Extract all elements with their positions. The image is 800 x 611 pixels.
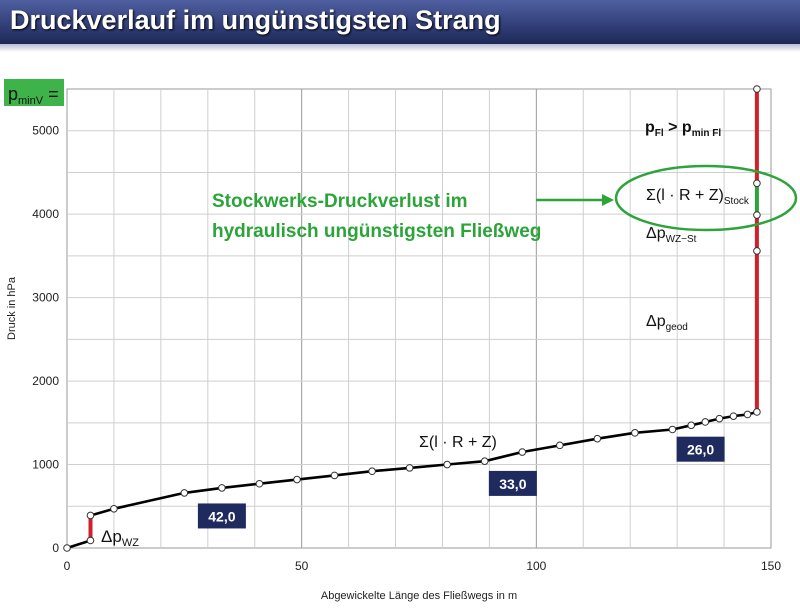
- green-text-line1: Stockwerks-Druckverlust im: [212, 191, 468, 212]
- pmin-label-sub: minV: [18, 95, 44, 107]
- dp-geod-base: Δp: [646, 313, 666, 330]
- y-axis-label: Druck in hPa: [6, 276, 18, 340]
- green-text-line2: hydraulisch ungünstigsten Fließweg: [212, 221, 541, 242]
- x-tick-label: 150: [761, 559, 781, 573]
- dp-wzst-base: Δp: [646, 225, 666, 242]
- data-point: [753, 85, 761, 93]
- segment-length-label: 33,0: [499, 476, 526, 492]
- pfl-label: pFl > pmin Fl: [645, 119, 721, 139]
- dp-geod-label: Δpgeod: [646, 313, 688, 333]
- data-point: [556, 441, 564, 450]
- series-layer: [66, 89, 759, 550]
- y-tick-label: 0: [52, 541, 59, 555]
- green-arrow-head: [602, 194, 614, 206]
- segment-length-box: [197, 503, 246, 529]
- data-point: [368, 467, 376, 476]
- data-point: [668, 425, 677, 434]
- data-point: [330, 471, 339, 480]
- data-point: [593, 434, 602, 443]
- segment-length-box: [488, 470, 537, 496]
- y-tick-label: 3000: [32, 291, 59, 305]
- box-layer: 42,0 33,0 26,0: [197, 436, 725, 529]
- pfl-gt: > p: [664, 119, 692, 136]
- dp-geod-sub: geod: [666, 322, 688, 333]
- pfl-sub2: min Fl: [692, 128, 722, 139]
- x-axis-label: Abgewickelte Länge des Fließwegs in m: [321, 590, 517, 602]
- pfl-sub: Fl: [655, 128, 664, 139]
- series-line-0: [66, 539, 91, 550]
- data-point: [753, 408, 761, 416]
- data-point: [687, 421, 696, 430]
- plot-frame: [66, 88, 772, 549]
- pmin-label-box: [4, 79, 64, 106]
- x-tick-label: 50: [295, 559, 309, 573]
- pmin-label-tail: =: [43, 84, 59, 104]
- data-point: [518, 448, 527, 456]
- data-point: [86, 536, 95, 545]
- data-point: [753, 211, 761, 219]
- dp-wz-base: Δp: [101, 527, 122, 546]
- segment-length-box: [676, 436, 725, 462]
- data-point: [180, 489, 189, 497]
- data-point: [715, 414, 724, 423]
- page-title: Druckverlauf im ungünstigsten Strang: [10, 5, 501, 35]
- data-point: [753, 247, 761, 255]
- data-point: [110, 504, 118, 513]
- sum-mid-label: Σ(l · R + Z): [419, 434, 497, 451]
- data-point: [86, 511, 95, 520]
- sum-stock-label: Σ(l · R + Z)Stock: [646, 187, 750, 207]
- dp-wz-sub: WZ: [122, 537, 139, 549]
- data-point: [729, 412, 738, 420]
- data-point: [701, 418, 710, 426]
- dp-wz-label: ΔpWZ: [101, 527, 139, 549]
- dp-wzst-sub: WZ−St: [666, 234, 697, 245]
- data-point: [63, 544, 71, 552]
- title-bar-shadow: [0, 44, 800, 52]
- y-tick-label: 1000: [32, 458, 59, 472]
- data-point: [743, 410, 752, 419]
- axis-layer: 0 50 100 150 0 1000 2000 3000 4000 5000 Abgewickel…: [6, 124, 781, 602]
- x-tick-label: 100: [526, 559, 546, 573]
- data-point: [631, 429, 639, 437]
- pmin-label-base: p: [8, 84, 18, 104]
- data-point: [293, 475, 301, 484]
- pfl-base: p: [645, 119, 655, 136]
- pmin-label: pminV =: [8, 84, 59, 107]
- y-tick-label: 5000: [32, 124, 59, 138]
- data-point: [255, 479, 264, 488]
- x-tick-label: 0: [64, 559, 71, 573]
- stock-ellipse: [614, 164, 798, 232]
- dp-wzst-label: ΔpWZ−St: [646, 225, 697, 245]
- data-point: [480, 457, 489, 466]
- sum-stock-sub: Stock: [724, 196, 750, 207]
- segment-length-label: 42,0: [208, 508, 235, 524]
- series-line-2: [90, 410, 758, 517]
- segment-length-label: 26,0: [687, 442, 714, 458]
- data-point: [753, 179, 761, 188]
- marker-layer: [63, 85, 761, 552]
- data-point: [218, 484, 226, 492]
- y-tick-label: 4000: [32, 207, 59, 221]
- title-bar: [0, 0, 800, 44]
- y-tick-label: 2000: [32, 374, 59, 388]
- sum-stock-base: Σ(l · R + Z): [646, 187, 724, 204]
- data-point: [443, 460, 451, 469]
- data-point: [405, 464, 414, 472]
